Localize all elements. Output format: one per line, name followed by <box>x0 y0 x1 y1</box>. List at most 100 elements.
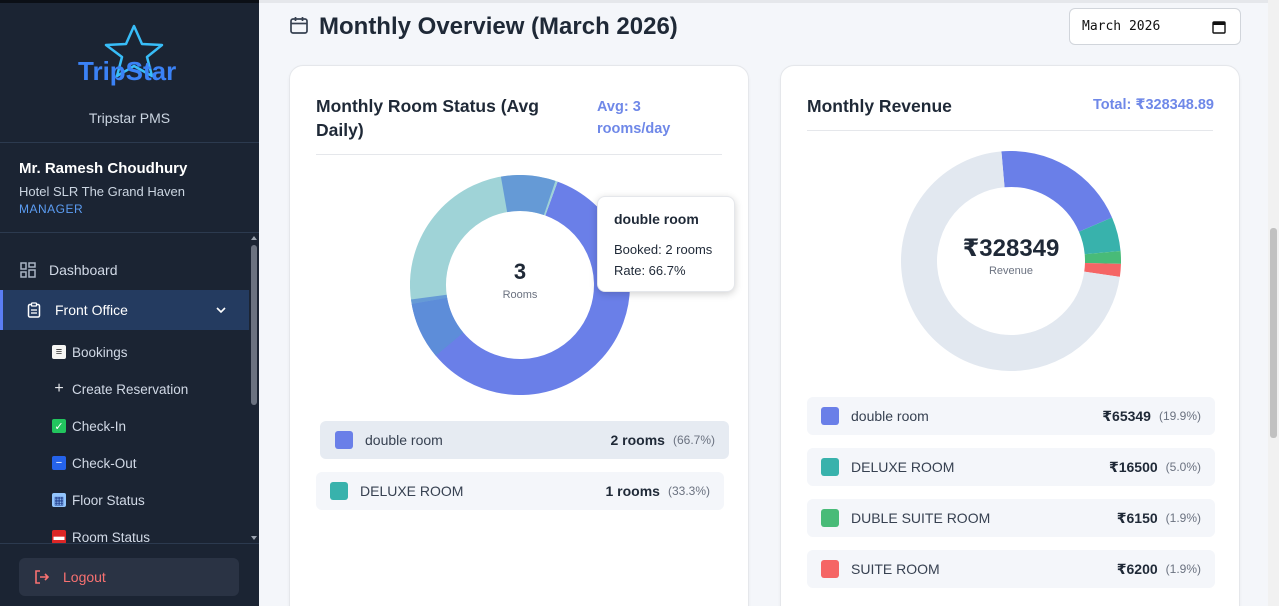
main-scrollbar[interactable] <box>1268 0 1279 606</box>
plus-icon: + <box>54 380 64 397</box>
sidebar-item-label: Dashboard <box>49 262 118 278</box>
legend-value: ₹6200 <box>1116 560 1158 577</box>
sidebar-subitem-room-status[interactable]: ▬ Room Status <box>52 527 150 547</box>
calendar-picker-icon[interactable] <box>1212 20 1226 34</box>
dashboard-grid-icon <box>19 261 37 279</box>
scroll-down-arrow-icon[interactable] <box>251 536 257 540</box>
sidebar-subitem-label: Floor Status <box>72 492 145 508</box>
legend-percent: (5.0%) <box>1165 460 1201 474</box>
legend-swatch <box>821 458 839 476</box>
tooltip-booked: Booked: 2 rooms <box>614 242 713 257</box>
user-hotel: Hotel SLR The Grand Haven <box>19 184 185 199</box>
logout-label: Logout <box>63 569 106 585</box>
divider <box>0 142 259 143</box>
sidebar-subitem-label: Bookings <box>72 344 128 360</box>
main-content: Monthly Overview (March 2026) March 2026… <box>259 0 1279 606</box>
checkmark-icon: ✓ <box>52 419 66 433</box>
sidebar-item-dashboard[interactable]: Dashboard <box>0 250 249 290</box>
legend-swatch <box>330 482 348 500</box>
sidebar-subitem-floor-status[interactable]: ▦ Floor Status <box>52 490 145 510</box>
sidebar-subitem-create-reservation[interactable]: + Create Reservation <box>52 379 188 399</box>
top-border <box>259 0 1279 3</box>
tooltip-title: double room <box>614 211 699 227</box>
sidebar-scrollbar[interactable] <box>249 233 259 543</box>
legend-value: ₹65349 <box>1102 407 1151 424</box>
sidebar-top-border <box>0 0 259 3</box>
sidebar-footer: Logout <box>0 543 259 606</box>
sidebar-subitem-label: Check-In <box>72 418 127 434</box>
sidebar-subitem-check-out[interactable]: − Check-Out <box>52 453 137 473</box>
logout-icon <box>35 570 50 584</box>
donut-slice-double-room[interactable] <box>901 151 1121 371</box>
revenue-donut-chart[interactable] <box>901 151 1121 371</box>
legend-percent: (33.3%) <box>667 484 710 498</box>
page-title: Monthly Overview (March 2026) <box>319 13 678 40</box>
sidebar-subitem-check-in[interactable]: ✓ Check-In <box>52 416 126 436</box>
minus-box-icon: − <box>52 456 66 470</box>
legend-percent: (19.9%) <box>1158 409 1201 423</box>
legend-row-deluxe-room[interactable]: DELUXE ROOM 1 rooms (33.3%) <box>316 472 724 510</box>
sidebar-subitem-label: Room Status <box>72 529 151 545</box>
legend-swatch <box>335 431 353 449</box>
revenue-title: Monthly Revenue <box>807 96 952 116</box>
scrollbar-thumb[interactable] <box>1270 228 1277 438</box>
legend-name: DELUXE ROOM <box>360 483 464 499</box>
donut-slice-double-room[interactable] <box>410 175 630 395</box>
svg-text:TripStar: TripStar <box>78 56 176 86</box>
donut-center-label: Rooms <box>502 289 538 301</box>
legend-row-double-room[interactable]: double room ₹65349 (19.9%) <box>807 397 1215 435</box>
legend-percent: (1.9%) <box>1165 511 1201 525</box>
scroll-up-arrow-icon[interactable] <box>251 236 257 240</box>
legend-name: double room <box>851 408 929 424</box>
donut-center-value: 3 <box>513 259 527 284</box>
divider <box>0 232 259 233</box>
month-picker-input[interactable]: March 2026 <box>1069 8 1241 45</box>
divider <box>807 130 1213 131</box>
clipboard-emoji-icon: ≡ <box>52 345 66 359</box>
room-status-title: Monthly Room Status (Avg Daily) <box>316 96 539 140</box>
legend-percent: (66.7%) <box>672 433 715 447</box>
tooltip-rate: Rate: 66.7% <box>614 263 686 278</box>
tripstar-logo-icon: TripStar <box>78 24 176 86</box>
sidebar: TripStar Tripstar PMS Mr. Ramesh Choudhu… <box>0 0 259 606</box>
legend-name: DELUXE ROOM <box>851 459 955 475</box>
legend-swatch <box>821 407 839 425</box>
legend-name: SUITE ROOM <box>851 561 940 577</box>
legend-value: 2 rooms <box>610 432 665 448</box>
legend-row-duble-suite-room[interactable]: DUBLE SUITE ROOM ₹6150 (1.9%) <box>807 499 1215 537</box>
sidebar-subitem-label: Create Reservation <box>72 381 189 397</box>
chevron-down-icon <box>216 307 226 314</box>
bed-icon: ▬ <box>52 530 66 544</box>
sidebar-item-label: Front Office <box>55 302 128 318</box>
legend-value: ₹16500 <box>1108 458 1158 475</box>
sidebar-subitem-bookings[interactable]: ≡ Bookings <box>52 342 128 362</box>
legend-percent: (1.9%) <box>1165 562 1201 576</box>
legend-row-double-room[interactable]: double room 2 rooms (66.7%) <box>320 421 729 459</box>
legend-value: 1 rooms <box>605 483 660 499</box>
donut-slice-duble-suite-room[interactable] <box>901 151 1121 371</box>
sidebar-subitem-label: Check-Out <box>72 455 137 471</box>
room-status-card: Monthly Room Status (Avg Daily) Avg: 3 r… <box>289 65 749 606</box>
room-status-donut-chart[interactable] <box>410 175 630 395</box>
room-status-average: Avg: 3 rooms/day <box>597 99 671 137</box>
chart-tooltip: double room Booked: 2 rooms Rate: 66.7% <box>597 196 735 292</box>
user-role: MANAGER <box>19 202 84 216</box>
month-picker-value: March 2026 <box>1082 19 1161 34</box>
legend-value: ₹6150 <box>1116 509 1158 526</box>
user-name: Mr. Ramesh Choudhury <box>19 160 188 177</box>
divider <box>316 154 722 155</box>
brand-block: TripStar Tripstar PMS <box>0 18 259 128</box>
legend-name: double room <box>365 432 443 448</box>
sidebar-item-front-office[interactable]: Front Office <box>0 290 249 330</box>
legend-row-suite-room[interactable]: SUITE ROOM ₹6200 (1.9%) <box>807 550 1215 588</box>
logout-button[interactable]: Logout <box>19 558 239 596</box>
legend-swatch <box>821 560 839 578</box>
scrollbar-thumb[interactable] <box>251 245 257 405</box>
clipboard-icon <box>25 301 43 319</box>
revenue-card: Monthly Revenue Total: ₹328348.89 ₹32834… <box>780 65 1240 606</box>
calendar-icon <box>290 17 308 34</box>
revenue-total: Total: ₹328348.89 <box>1092 97 1214 113</box>
legend-row-deluxe-room[interactable]: DELUXE ROOM ₹16500 (5.0%) <box>807 448 1215 486</box>
donut-center-label: Revenue <box>988 265 1034 277</box>
building-icon: ▦ <box>52 493 66 507</box>
